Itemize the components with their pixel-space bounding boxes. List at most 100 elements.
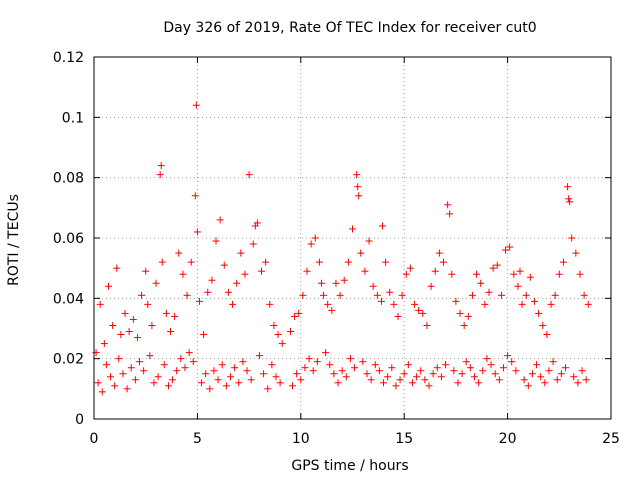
y-tick-label: 0.08	[53, 171, 84, 187]
data-point	[444, 201, 452, 209]
data-point	[549, 358, 557, 366]
data-point	[454, 379, 462, 387]
data-point	[324, 300, 332, 308]
data-point	[377, 297, 385, 305]
data-point	[357, 249, 365, 257]
data-point	[570, 373, 578, 381]
data-point	[543, 331, 551, 339]
data-point	[361, 267, 369, 275]
data-point	[160, 361, 168, 369]
data-point	[479, 367, 487, 375]
data-point	[413, 373, 421, 381]
data-point	[499, 364, 507, 372]
data-point	[169, 376, 177, 384]
data-point	[253, 219, 261, 227]
data-point	[181, 364, 189, 372]
data-point	[539, 321, 547, 329]
data-point	[175, 249, 183, 257]
data-point	[274, 331, 282, 339]
data-point	[98, 388, 106, 396]
data-point	[189, 358, 197, 366]
data-point	[466, 364, 474, 372]
data-point	[156, 171, 164, 179]
data-point	[475, 379, 483, 387]
data-point	[142, 267, 150, 275]
data-point	[270, 321, 278, 329]
x-tick-label: 5	[193, 431, 202, 447]
data-point	[231, 364, 239, 372]
data-point	[183, 291, 191, 299]
data-point	[528, 370, 536, 378]
data-point	[328, 306, 336, 314]
data-point	[373, 291, 381, 299]
data-point	[535, 309, 543, 317]
y-tick-label: 0.02	[53, 352, 84, 368]
data-point	[247, 376, 255, 384]
x-tick-labels: 0 5 10 15 20 25	[90, 431, 620, 447]
data-point	[150, 379, 158, 387]
data-point	[557, 370, 565, 378]
y-tick-labels: 0 0.02 0.04 0.06 0.08 0.1 0.12	[53, 50, 84, 428]
data-point	[394, 312, 402, 320]
data-point	[582, 376, 590, 384]
data-point	[295, 309, 303, 317]
data-point	[562, 364, 570, 372]
data-point	[545, 367, 553, 375]
data-point	[340, 276, 348, 284]
data-point	[338, 367, 346, 375]
data-point	[406, 264, 414, 272]
data-point	[559, 258, 567, 266]
data-point	[133, 334, 141, 342]
data-point	[123, 385, 131, 393]
data-point	[255, 352, 263, 360]
data-point	[131, 376, 139, 384]
data-point	[322, 349, 330, 357]
data-point	[564, 183, 572, 191]
data-point	[363, 370, 371, 378]
data-point	[344, 258, 352, 266]
data-point	[317, 279, 325, 287]
data-point	[229, 300, 237, 308]
data-point	[187, 258, 195, 266]
data-point	[386, 288, 394, 296]
data-point	[121, 309, 129, 317]
data-point	[483, 355, 491, 363]
data-point	[222, 382, 230, 390]
y-axis-label: ROTI / TECUs	[6, 194, 22, 286]
data-point	[107, 373, 115, 381]
data-point	[462, 358, 470, 366]
data-point	[353, 171, 361, 179]
data-point	[148, 321, 156, 329]
data-point	[162, 309, 170, 317]
data-point	[315, 258, 323, 266]
data-point	[354, 183, 362, 191]
data-point	[218, 361, 226, 369]
data-point	[471, 373, 479, 381]
data-point	[477, 279, 485, 287]
data-point	[493, 261, 501, 269]
data-point	[311, 234, 319, 242]
data-point	[514, 282, 522, 290]
data-point	[504, 352, 512, 360]
data-point	[555, 270, 563, 278]
data-point	[212, 237, 220, 245]
data-point	[237, 249, 245, 257]
data-point	[164, 382, 172, 390]
data-point	[204, 288, 212, 296]
data-point	[138, 291, 146, 299]
data-point	[330, 370, 338, 378]
data-point	[439, 258, 447, 266]
data-point	[268, 361, 276, 369]
x-tick-label: 15	[395, 431, 413, 447]
data-point	[208, 276, 216, 284]
y-tick-label: 0.1	[62, 110, 84, 126]
data-point	[520, 376, 528, 384]
data-point	[411, 300, 419, 308]
data-point	[512, 367, 520, 375]
data-point	[371, 361, 379, 369]
x-tick-label: 0	[90, 431, 99, 447]
data-point	[119, 370, 127, 378]
data-point	[260, 370, 268, 378]
data-point	[380, 379, 388, 387]
